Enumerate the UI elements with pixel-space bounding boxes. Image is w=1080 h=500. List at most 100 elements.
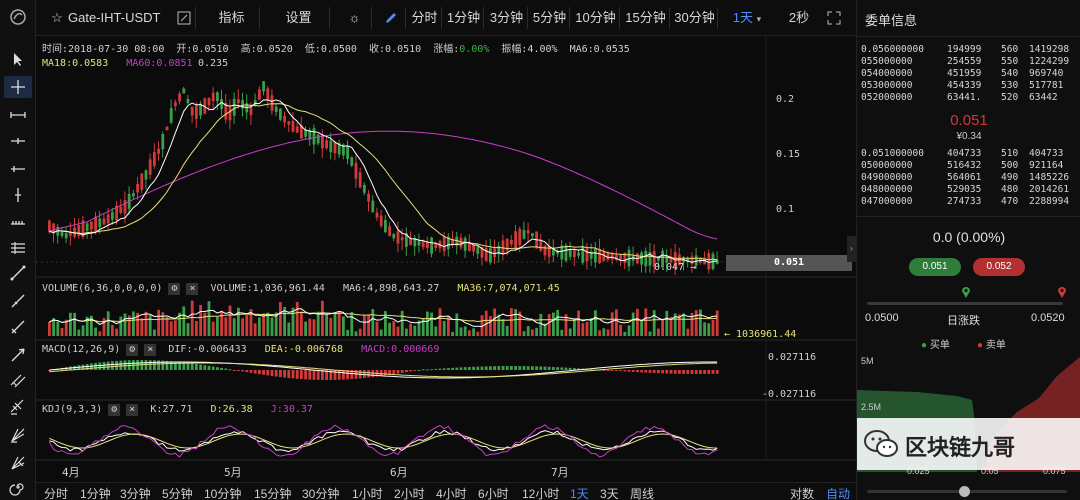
orderbook-row[interactable]: 054000000 451959 540 969740: [861, 68, 1077, 80]
interval-option[interactable]: 15分钟: [254, 487, 292, 500]
interval-option[interactable]: 1分钟: [80, 487, 111, 500]
horizontal-line-icon[interactable]: [4, 104, 32, 126]
draw-pencil-icon[interactable]: [376, 7, 406, 29]
volume-bar: [241, 318, 244, 336]
spiral-icon[interactable]: [4, 476, 32, 498]
volume-bar: [430, 312, 433, 336]
auto-scale-toggle[interactable]: 自动: [826, 487, 851, 500]
interval-option[interactable]: 4小时: [436, 487, 467, 500]
candle-body: [434, 242, 438, 249]
ray-line-icon[interactable]: [4, 290, 32, 312]
chart-area[interactable]: 时间:2018-07-30 08:00 开:0.0510 高:0.0520 低:…: [36, 36, 856, 482]
parallel-channel-icon[interactable]: [4, 370, 32, 392]
volume-bar: [312, 319, 316, 336]
volume-bar: [610, 312, 614, 336]
ohlc-readout: 时间:2018-07-30 08:00 开:0.0510 高:0.0520 低:…: [42, 40, 630, 55]
settings-gear-icon[interactable]: ⚙: [108, 404, 121, 416]
close-icon[interactable]: ×: [126, 404, 139, 416]
macd-bar: [211, 366, 215, 370]
orderbook-row[interactable]: 055000000 254559 550 1224299: [861, 56, 1077, 68]
price-tick: 0.1: [776, 204, 795, 215]
expand-panel-icon[interactable]: ›: [847, 236, 856, 262]
volume-bar: [514, 309, 517, 336]
orderbook-row[interactable]: 053000000 454339 530 517781: [861, 80, 1077, 92]
interval-option[interactable]: 5分钟: [162, 487, 193, 500]
interval-option[interactable]: 3分钟: [120, 487, 151, 500]
crosshair-icon[interactable]: [4, 76, 32, 98]
close-icon[interactable]: ×: [144, 344, 157, 356]
volume-bar: [405, 328, 408, 336]
trend-line-icon[interactable]: [4, 262, 32, 284]
arrow-line-icon[interactable]: [4, 344, 32, 366]
macd-bar: [396, 370, 400, 374]
amplitude-value: 振幅:4.00%: [501, 44, 558, 55]
candle-body: [686, 258, 690, 262]
log-scale-toggle[interactable]: 对数: [790, 487, 815, 500]
volume-bar: [144, 311, 148, 336]
interval-option[interactable]: 分时: [408, 7, 442, 29]
symbol-search-icon[interactable]: [172, 7, 196, 29]
star-icon[interactable]: ☆: [51, 10, 63, 25]
interval-option[interactable]: 30分钟: [302, 487, 340, 500]
interval-option[interactable]: 分时: [44, 487, 69, 500]
kdj-k-value: K:27.71: [150, 404, 193, 415]
vertical-line-icon[interactable]: [4, 184, 32, 206]
orderbook-row[interactable]: 049000000 564061 490 1485226: [861, 172, 1077, 184]
orderbook-row[interactable]: 048000000 529035 480 2014261: [861, 184, 1077, 196]
interval-option[interactable]: 1分钟: [444, 7, 484, 29]
interval-option[interactable]: 10分钟: [204, 487, 242, 500]
macd-bar: [199, 364, 202, 370]
macd-bar: [476, 366, 480, 370]
orderbook-row[interactable]: 0.051000000 404733 510 404733: [861, 148, 1077, 160]
gann-fan-icon[interactable]: [4, 424, 32, 446]
candle-body: [123, 199, 127, 214]
settings-gear-icon[interactable]: ⚙: [168, 283, 181, 295]
interval-option[interactable]: 15分钟: [622, 7, 670, 29]
candle-body: [106, 214, 110, 224]
interval-option[interactable]: 3分钟: [486, 7, 528, 29]
sell-price-button[interactable]: 0.052: [973, 258, 1025, 276]
price-range-icon[interactable]: [4, 210, 32, 232]
settings-gear-icon[interactable]: ⚙: [126, 344, 139, 356]
fibonacci-icon[interactable]: [4, 396, 32, 418]
settings-button[interactable]: 设置: [268, 7, 330, 29]
cursor-arrow-icon[interactable]: [4, 48, 32, 70]
buy-price-button[interactable]: 0.051: [909, 258, 961, 276]
indicators-button[interactable]: 指标: [204, 7, 260, 29]
interval-option[interactable]: 12小时: [522, 487, 560, 500]
volume-bar: [699, 309, 702, 336]
orderbook-row[interactable]: 050000000 516432 500 921164: [861, 160, 1077, 172]
depth-zoom-slider[interactable]: [959, 486, 970, 497]
pitchfork-icon[interactable]: [4, 452, 32, 474]
interval-option[interactable]: 3天: [600, 487, 619, 500]
interval-dropdown[interactable]: 1天 ▾: [722, 7, 772, 29]
orderbook-row[interactable]: 0.056000000 194999 560 1419298: [861, 44, 1077, 56]
horizontal-segment-icon[interactable]: [4, 158, 32, 180]
interval-option[interactable]: 6小时: [478, 487, 509, 500]
orderbook-cum: 921164: [1029, 160, 1064, 171]
parallel-lines-icon[interactable]: [4, 236, 32, 258]
macd-bar: [262, 370, 265, 375]
range-title-label: 日涨跌: [947, 315, 980, 327]
macd-bar: [342, 370, 345, 380]
orderbook-title: 委单信息: [865, 13, 918, 28]
extended-line-icon[interactable]: [4, 316, 32, 338]
interval-option[interactable]: 10分钟: [572, 7, 620, 29]
orderbook-row[interactable]: 052000000 63441. 520 63442: [861, 92, 1077, 104]
volume-bar: [182, 306, 186, 336]
interval-option[interactable]: 周线: [630, 487, 655, 500]
fullscreen-icon[interactable]: [822, 7, 846, 29]
interval-option[interactable]: 1小时: [352, 487, 383, 500]
theme-sun-icon[interactable]: ☼: [338, 7, 372, 29]
candle-body: [132, 193, 135, 197]
interval-option[interactable]: 2小时: [394, 487, 425, 500]
close-icon[interactable]: ×: [186, 283, 199, 295]
interval-option[interactable]: 5分钟: [530, 7, 570, 29]
macd-bar: [295, 370, 299, 379]
macd-bar: [203, 365, 207, 370]
interval-option[interactable]: 30分钟: [672, 7, 718, 29]
orderbook-row[interactable]: 047000000 274733 470 2288994: [861, 196, 1077, 208]
candle-body: [514, 231, 517, 248]
interval-option-selected[interactable]: 1天: [570, 487, 589, 500]
horizontal-ray-icon[interactable]: [4, 130, 32, 152]
